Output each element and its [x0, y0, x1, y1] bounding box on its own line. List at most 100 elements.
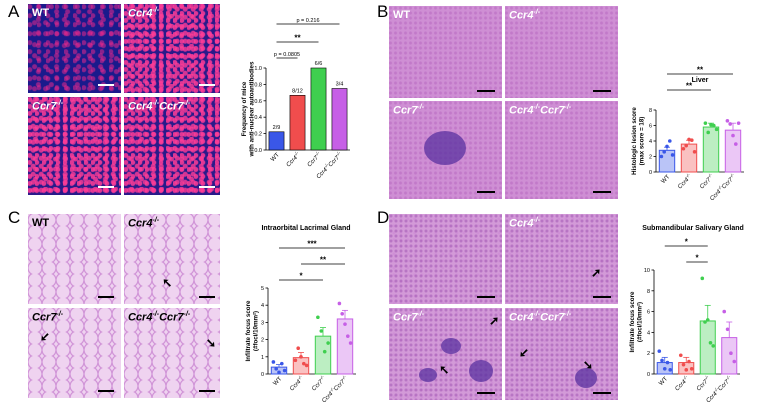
data-point [299, 355, 303, 359]
data-point [326, 341, 330, 345]
data-point [316, 315, 320, 320]
data-point [322, 349, 327, 354]
y-axis-label: (max score = 18) [639, 117, 646, 166]
data-point [659, 154, 664, 159]
bar [310, 67, 327, 151]
data-point [293, 358, 298, 363]
data-point [681, 362, 686, 367]
data-point [689, 367, 694, 371]
category-label: Ccr4-/- [287, 374, 305, 392]
data-point [670, 153, 675, 157]
arrow-icon: ➘ [583, 358, 594, 372]
data-point [340, 312, 344, 316]
lesion [441, 338, 461, 354]
y-tick-label: 0 [649, 170, 652, 176]
data-point [337, 301, 342, 306]
comparison-label: ** [320, 256, 327, 265]
lesion [424, 131, 466, 165]
data-point [700, 276, 705, 281]
panel-letter-a: A [8, 2, 20, 21]
label-genotype: Ccr7-/- [32, 100, 64, 113]
data-point [274, 367, 278, 371]
data-point [665, 360, 670, 365]
bar-label: 3/4 [336, 82, 344, 88]
data-point [665, 144, 669, 149]
arrow-icon: ➘ [206, 336, 217, 350]
y-tick-label: 0.6 [254, 99, 262, 105]
bar-label: 2/9 [273, 125, 281, 131]
data-point [736, 121, 741, 125]
label-genotype: Ccr7-/- [393, 311, 425, 324]
y-axis-label: (#foci/10mm²) [637, 302, 644, 342]
y-axis-label: with anti-nuclear autoantibodies [249, 61, 256, 157]
category-label: WT [273, 376, 284, 387]
label-genotype: Ccr4-/-Ccr7-/- [128, 311, 191, 324]
data-point [304, 363, 309, 368]
data-point [684, 368, 689, 372]
bar [702, 126, 720, 173]
scale-bar [593, 90, 611, 92]
data-point [731, 133, 735, 138]
data-point [277, 370, 281, 375]
label-genotype: Ccr4-/- [509, 217, 541, 230]
scale-bar [199, 84, 215, 86]
data-point [660, 358, 664, 363]
scale-bar [199, 296, 215, 298]
data-point [668, 368, 673, 372]
bar-label: 6/6 [315, 61, 323, 67]
micrograph-b-ccr4: Ccr4-/- [505, 6, 618, 98]
scale-bar [477, 392, 495, 394]
micrograph-d-ccr4: Ccr4-/- ➘ [505, 214, 618, 304]
category-label: Ccr7-/- [697, 172, 715, 190]
data-point [678, 353, 683, 358]
micrograph-c-dko: Ccr4-/-Ccr7-/- ➘ [124, 308, 220, 398]
data-point [709, 122, 713, 127]
label-wt: WT [393, 9, 411, 21]
comparison-label: ** [697, 66, 704, 75]
micrograph-a-ccr7: Ccr7-/- [28, 97, 121, 195]
y-tick-label: 2 [647, 351, 650, 357]
data-point [708, 341, 713, 345]
micrograph-d-wt [389, 214, 502, 304]
data-point [725, 119, 730, 123]
chart-title: Intraorbital Lacrimal Gland [261, 225, 350, 232]
data-point [657, 349, 662, 353]
bar [289, 95, 306, 151]
micrograph-b-ccr7: Ccr7-/- [389, 101, 502, 199]
data-point [343, 322, 347, 326]
category-label: Ccr4-/- [284, 150, 302, 168]
y-tick-label: 8 [649, 108, 652, 114]
scale-bar [593, 392, 611, 394]
data-point [712, 123, 716, 128]
data-point [722, 309, 727, 314]
micrograph-c-ccr7: Ccr7-/- ➘ [28, 308, 121, 398]
comparison-label: ** [686, 82, 693, 91]
category-label: Ccr7-/- [694, 374, 712, 392]
y-tick-label: 0 [261, 372, 264, 378]
y-tick-label: 0 [647, 372, 650, 378]
label-genotype: Ccr4-/- [128, 217, 160, 230]
scale-bar [199, 390, 215, 392]
y-axis-label: Infiltrate focus score [245, 300, 252, 361]
data-point [725, 327, 730, 332]
data-point [681, 146, 686, 151]
label-genotype: Ccr4-/- [509, 9, 541, 22]
data-point [703, 320, 707, 324]
micrograph-d-ccr7: Ccr7-/- ➘ ➘ [389, 308, 502, 400]
y-axis-label: Infiltrate focus score [629, 291, 636, 352]
chart-a: Frequency of mice with anti-nuclear autoa… [241, 18, 350, 180]
data-point [714, 127, 719, 132]
data-point [348, 341, 353, 345]
micrograph-a-ccr4: Ccr4-/- [124, 4, 220, 93]
arrow-icon: ➘ [517, 347, 532, 359]
scale-bar [593, 191, 611, 193]
comparison-label: * [695, 254, 699, 263]
category-label: WT [661, 174, 672, 185]
category-label: WT [270, 152, 281, 163]
data-point [692, 150, 697, 154]
data-point [706, 130, 710, 135]
label-genotype: Ccr4-/- [128, 7, 160, 20]
comparison-label: *** [307, 240, 317, 249]
comparison-label: ** [294, 34, 301, 43]
data-point [732, 359, 737, 364]
